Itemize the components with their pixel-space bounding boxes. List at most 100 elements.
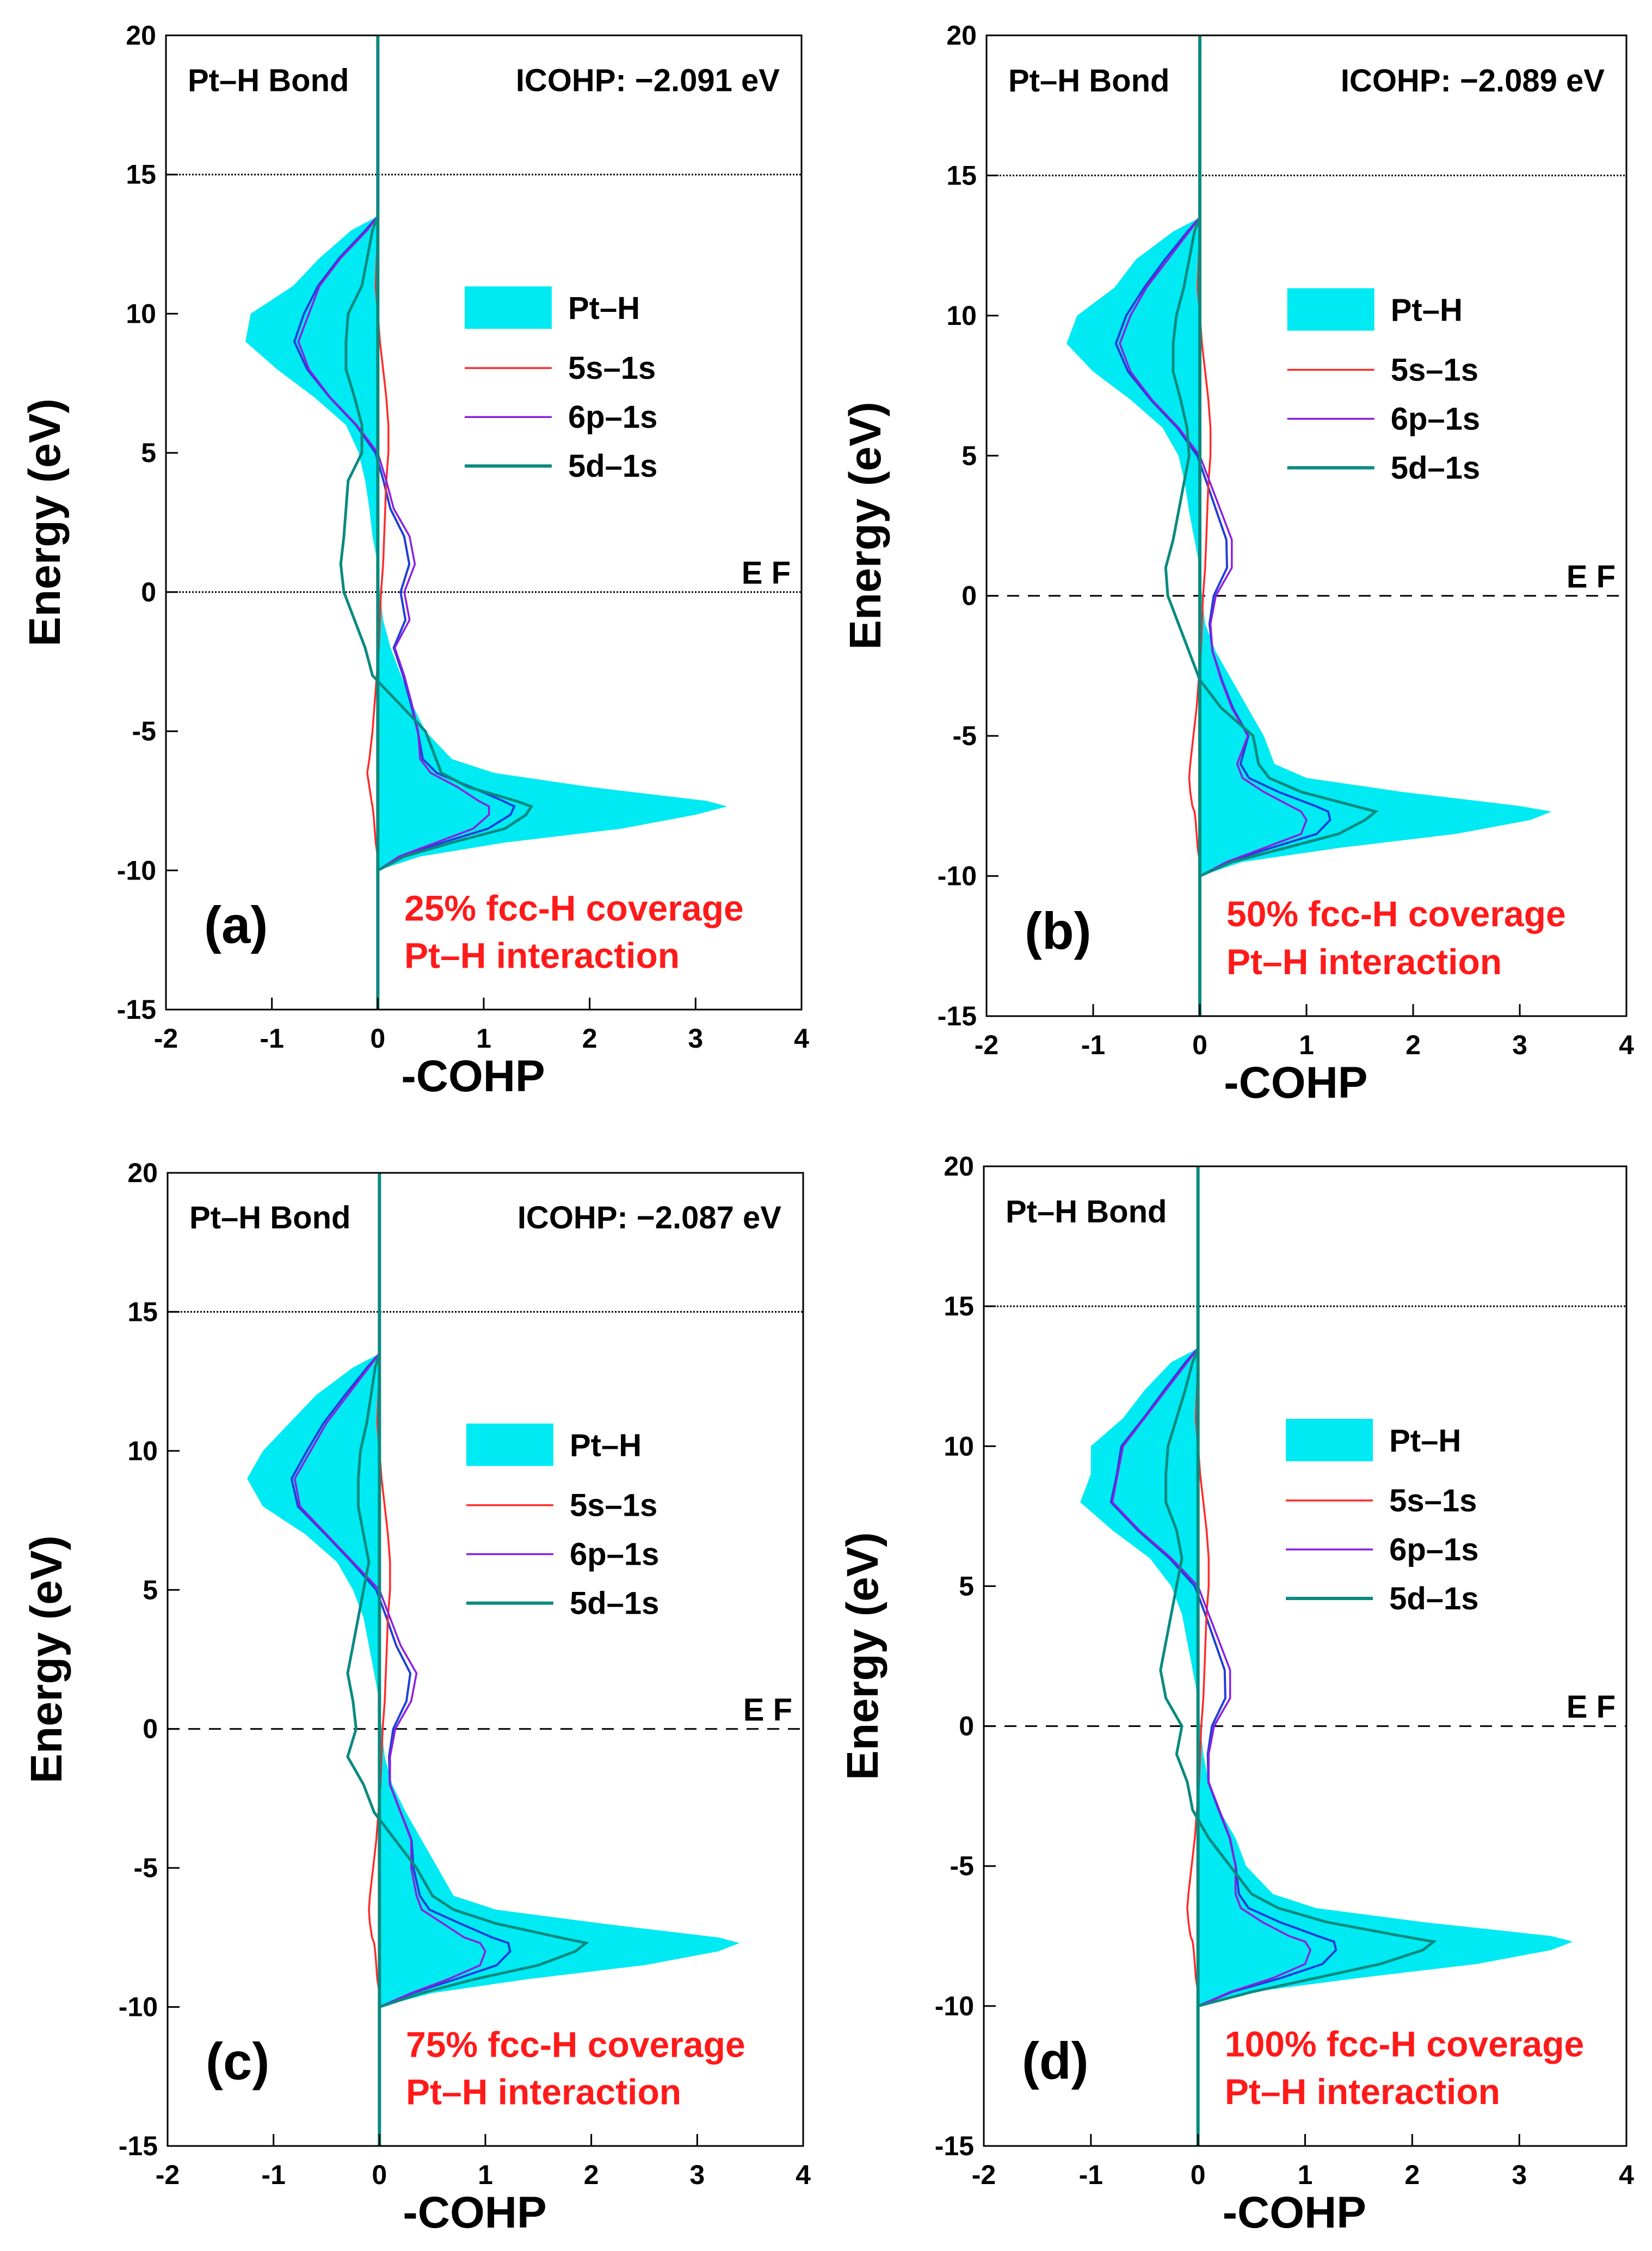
icohp-value: ICOHP: −2.089 eV	[1341, 63, 1605, 99]
x-tick-label: 4	[1619, 1030, 1634, 1060]
coverage-caption: 100% fcc-H coverage	[1225, 2024, 1584, 2064]
panel-letter: (d)	[1022, 2032, 1089, 2090]
x-tick-label: -1	[1079, 2160, 1103, 2190]
icohp-value: ICOHP: −2.087 eV	[517, 1200, 781, 1235]
x-tick-label: -2	[975, 1030, 998, 1060]
legend-swatch-pt-h	[1286, 1419, 1373, 1461]
legend-swatch-pt-h	[464, 286, 552, 329]
series-5d-1s-line	[339, 216, 534, 872]
series-pt-h-area	[1080, 1348, 1573, 2006]
legend-label: 6p–1s	[1389, 1532, 1478, 1567]
series-6p-1s-line	[293, 1353, 486, 2008]
plot-frame	[985, 34, 1628, 1017]
series-pt-h-line	[290, 1352, 511, 2008]
y-tick-label: -5	[134, 1853, 158, 1883]
plot-frame	[167, 1172, 804, 2147]
x-tick-label: 4	[794, 1023, 809, 1054]
y-axis-title: Energy (eV)	[838, 1532, 887, 1780]
interaction-caption: Pt–H interaction	[406, 2071, 681, 2112]
coverage-caption: 50% fcc-H coverage	[1226, 894, 1566, 934]
y-tick-label: 5	[961, 440, 977, 471]
y-tick-label: -10	[117, 855, 156, 885]
y-tick-label: 10	[944, 1431, 974, 1461]
y-tick-label: 0	[961, 581, 977, 611]
x-tick-label: -2	[154, 1023, 178, 1054]
x-axis-title: -COHP	[1223, 2188, 1366, 2237]
legend-label: Pt–H	[1391, 293, 1463, 328]
y-tick-label: -5	[953, 721, 977, 751]
y-tick-label: 5	[143, 1575, 158, 1605]
fermi-level-label: E F	[1567, 559, 1616, 594]
x-tick-label: 2	[582, 1023, 597, 1054]
x-tick-label: 1	[1298, 2160, 1313, 2190]
legend-label: Pt–H	[568, 291, 640, 326]
legend: Pt–H 5s–1s 6p–1s 5d–1s	[464, 286, 657, 484]
bond-label: Pt–H Bond	[1008, 63, 1169, 99]
legend-swatch-pt-h	[466, 1423, 553, 1466]
series-5d-1s-line	[1159, 1348, 1437, 2008]
plot-frame	[165, 34, 803, 1011]
x-tick-label: -1	[1081, 1030, 1105, 1060]
bond-label: Pt–H Bond	[188, 63, 349, 98]
legend-label: 5s–1s	[1389, 1483, 1477, 1518]
x-tick-label: 2	[1406, 1030, 1421, 1060]
y-tick-label: -10	[938, 861, 977, 891]
legend-label: Pt–H	[1389, 1423, 1461, 1459]
y-tick-label: -15	[938, 1001, 977, 1031]
y-tick-label: 20	[126, 20, 156, 51]
y-tick-label: 15	[946, 160, 977, 190]
legend-swatch-pt-h	[1287, 288, 1374, 331]
plot-frame	[983, 1165, 1628, 2147]
y-axis-title: Energy (eV)	[22, 1535, 71, 1783]
panel-letter: (b)	[1025, 902, 1092, 960]
x-tick-label: 0	[1192, 1030, 1207, 1060]
y-tick-label: 5	[959, 1571, 974, 1601]
icohp-value: ICOHP: −2.091 eV	[516, 63, 780, 98]
y-tick-label: -15	[119, 2131, 158, 2161]
series-6p-1s-line	[297, 216, 490, 871]
series-6p-1s-line	[1119, 217, 1308, 877]
x-tick-label: -2	[156, 2160, 180, 2190]
y-tick-label: 10	[946, 300, 977, 331]
y-tick-label: -10	[119, 1992, 158, 2022]
legend-label: 5d–1s	[568, 448, 657, 484]
fermi-level-label: E F	[1567, 1689, 1616, 1725]
bond-label: Pt–H Bond	[1006, 1194, 1167, 1229]
x-tick-label: -2	[972, 2160, 996, 2190]
legend-label: 5d–1s	[1391, 451, 1480, 486]
x-tick-label: 1	[476, 1023, 491, 1054]
y-tick-label: 5	[141, 438, 156, 468]
legend-label: 5d–1s	[1389, 1581, 1478, 1616]
coverage-caption: 75% fcc-H coverage	[406, 2025, 745, 2065]
y-tick-label: -15	[935, 2131, 974, 2161]
x-tick-label: 0	[1191, 2160, 1206, 2190]
legend-label: 5s–1s	[568, 350, 656, 386]
interaction-caption: Pt–H interaction	[404, 935, 680, 975]
series-pt-h-line	[293, 216, 516, 872]
x-axis-title: -COHP	[403, 2188, 546, 2237]
y-tick-label: 20	[944, 1151, 974, 1182]
y-tick-label: -5	[950, 1851, 974, 1881]
legend: Pt–H 5s–1s 6p–1s 5d–1s	[1286, 1419, 1479, 1616]
x-axis-title: -COHP	[401, 1051, 545, 1101]
y-tick-label: 10	[127, 1436, 158, 1466]
interaction-caption: Pt–H interaction	[1225, 2071, 1500, 2112]
x-tick-label: -1	[260, 1023, 283, 1054]
x-tick-label: 1	[1299, 1030, 1314, 1060]
legend-label: Pt–H	[570, 1428, 642, 1463]
x-tick-label: 3	[1512, 2160, 1527, 2190]
y-tick-label: -5	[132, 716, 156, 747]
y-tick-label: 0	[141, 577, 156, 607]
panel-letter: (c)	[206, 2032, 269, 2090]
legend-label: 6p–1s	[1391, 402, 1480, 437]
bond-label: Pt–H Bond	[189, 1200, 350, 1235]
y-tick-label: -10	[935, 1991, 974, 2021]
y-axis-title: Energy (eV)	[841, 402, 890, 650]
x-tick-label: -1	[261, 2160, 285, 2190]
x-tick-label: 3	[688, 1023, 703, 1054]
coverage-caption: 25% fcc-H coverage	[404, 888, 744, 928]
interaction-caption: Pt–H interaction	[1226, 942, 1502, 982]
